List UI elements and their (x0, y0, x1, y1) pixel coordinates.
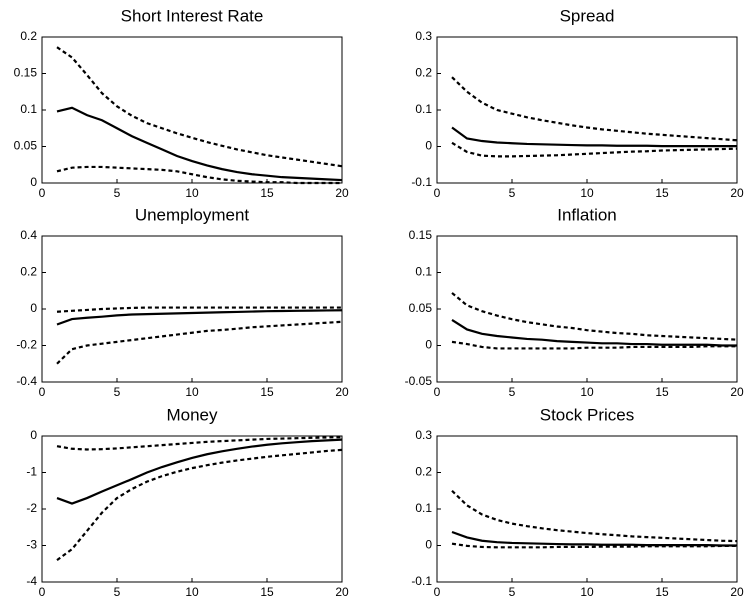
x-tick-label: 5 (114, 585, 121, 599)
x-tick-label: 5 (114, 186, 121, 200)
y-tick-label: -4 (26, 574, 37, 588)
x-tick-label: 20 (730, 585, 744, 599)
series-line (56, 320, 343, 365)
y-tick-label: -0.2 (16, 338, 37, 352)
y-tick-label: -2 (26, 501, 37, 515)
y-tick-label: 0.1 (20, 102, 37, 116)
y-tick-label: -0.1 (411, 574, 432, 588)
x-tick-label: 0 (39, 385, 46, 399)
y-tick-label: 0.15 (409, 228, 433, 242)
y-tick-label: 0 (30, 301, 37, 315)
series-line (56, 306, 342, 313)
x-tick-label: 5 (509, 585, 516, 599)
y-tick-label: -1 (26, 465, 37, 479)
series-line (451, 542, 737, 549)
y-tick-label: 0.1 (415, 102, 432, 116)
series-line (451, 292, 738, 341)
x-tick-label: 10 (185, 186, 199, 200)
series-line (451, 530, 737, 547)
series-line (56, 46, 343, 168)
x-tick-label: 0 (434, 186, 441, 200)
y-tick-label: 0 (425, 139, 432, 153)
series-line (56, 438, 343, 505)
y-tick-label: 0.1 (415, 265, 432, 279)
x-tick-label: 0 (39, 186, 46, 200)
series-line (56, 106, 343, 182)
series-line (56, 165, 342, 185)
y-tick-label: -0.1 (411, 175, 432, 189)
y-tick-label: -3 (26, 538, 37, 552)
chart-title: Unemployment (135, 205, 250, 224)
y-tick-label: 0 (425, 338, 432, 352)
x-tick-label: 10 (580, 186, 594, 200)
y-tick-label: 0.2 (415, 465, 432, 479)
y-tick-label: -0.4 (16, 374, 37, 388)
chart-title: Spread (560, 6, 615, 25)
y-tick-label: 0.05 (14, 139, 38, 153)
y-tick-label: 0.2 (20, 265, 37, 279)
y-tick-label: 0.2 (415, 66, 432, 80)
x-tick-label: 10 (580, 585, 594, 599)
x-tick-label: 20 (335, 385, 349, 399)
x-tick-label: 20 (335, 585, 349, 599)
x-tick-label: 15 (655, 186, 669, 200)
chart-title: Short Interest Rate (121, 6, 264, 25)
x-tick-label: 5 (509, 186, 516, 200)
series-line (451, 489, 738, 543)
x-tick-label: 0 (434, 385, 441, 399)
plot-frame (436, 36, 738, 184)
x-tick-label: 15 (655, 385, 669, 399)
x-tick-label: 10 (185, 385, 199, 399)
x-tick-label: 15 (655, 585, 669, 599)
chart-title: Stock Prices (540, 405, 634, 424)
x-tick-label: 15 (260, 385, 274, 399)
x-tick-label: 0 (39, 585, 46, 599)
series-line (451, 319, 737, 347)
y-tick-label: 0.2 (20, 29, 37, 43)
series-line (451, 76, 738, 142)
y-tick-label: 0.4 (20, 228, 37, 242)
y-tick-label: 0.3 (415, 428, 432, 442)
y-tick-label: 0.05 (409, 301, 433, 315)
chart-title: Inflation (557, 205, 617, 224)
y-tick-label: 0.15 (14, 66, 38, 80)
series-line (56, 435, 343, 451)
y-tick-label: -0.05 (405, 374, 433, 388)
x-tick-label: 15 (260, 186, 274, 200)
x-tick-label: 5 (509, 385, 516, 399)
x-tick-label: 15 (260, 585, 274, 599)
x-tick-label: 10 (580, 385, 594, 399)
y-tick-label: 0 (425, 538, 432, 552)
y-tick-label: 0 (30, 175, 37, 189)
x-tick-label: 5 (114, 385, 121, 399)
series-line (451, 126, 737, 148)
chart-title: Money (166, 405, 218, 424)
x-tick-label: 0 (434, 585, 441, 599)
y-tick-label: 0.3 (415, 29, 432, 43)
series-line (56, 309, 343, 326)
series-line (451, 141, 738, 158)
plot-frame (436, 235, 738, 383)
y-tick-label: 0 (30, 428, 37, 442)
series-line (451, 340, 737, 350)
x-tick-label: 20 (335, 186, 349, 200)
y-tick-label: 0.1 (415, 501, 432, 515)
plot-frame (436, 435, 738, 583)
series-line (56, 448, 343, 561)
x-tick-label: 10 (185, 585, 199, 599)
x-tick-label: 20 (730, 186, 744, 200)
x-tick-label: 20 (730, 385, 744, 399)
